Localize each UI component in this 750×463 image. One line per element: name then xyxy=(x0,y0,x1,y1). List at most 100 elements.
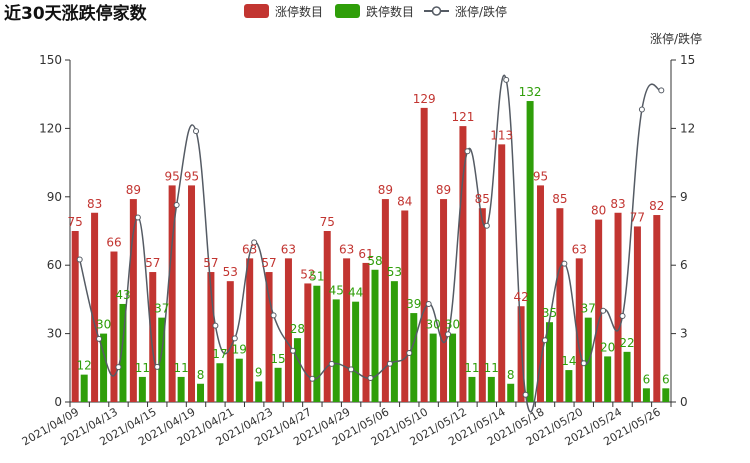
ratio-point xyxy=(638,106,645,113)
bar-limit-down xyxy=(526,101,534,402)
bar-limit-up xyxy=(284,258,292,402)
bar-label-limit-up: 63 xyxy=(242,242,257,256)
chart-title: 近30天涨跌停家数 xyxy=(4,3,148,24)
legend-item-ratio[interactable]: 涨停/跌停 xyxy=(424,4,507,19)
bar-limit-down xyxy=(642,388,650,402)
bar-label-limit-down: 30 xyxy=(445,318,460,332)
ratio-point xyxy=(619,313,626,320)
bar-limit-up xyxy=(207,272,215,402)
bar-label-limit-up: 85 xyxy=(475,192,490,206)
ratio-point xyxy=(309,375,316,382)
bar-limit-up xyxy=(362,262,370,402)
bar-label-limit-down: 44 xyxy=(348,286,363,300)
bar-limit-down xyxy=(255,381,263,402)
bar-limit-down xyxy=(274,367,282,402)
bar-label-limit-down: 28 xyxy=(290,322,305,336)
legend-label-limit-down: 跌停数目 xyxy=(366,4,414,19)
bar-limit-up xyxy=(343,258,351,402)
bar-label-limit-up: 85 xyxy=(552,192,567,206)
bar-limit-down xyxy=(410,313,418,402)
bar-label-limit-down: 11 xyxy=(464,361,479,375)
bar-label-limit-up: 75 xyxy=(68,215,83,229)
y-left-tick-label: 120 xyxy=(39,121,62,135)
legend-swatch-limit-up xyxy=(244,4,269,18)
bar-label-limit-up: 113 xyxy=(490,128,513,142)
bars xyxy=(71,101,670,403)
ratio-point xyxy=(193,128,200,135)
bar-label-limit-up: 61 xyxy=(358,247,373,261)
bar-label-limit-down: 20 xyxy=(600,340,615,354)
bar-limit-up xyxy=(478,208,486,402)
bar-label-limit-up: 89 xyxy=(436,183,451,197)
bar-label-limit-down: 39 xyxy=(406,297,421,311)
bar-label-limit-up: 89 xyxy=(378,183,393,197)
ratio-point xyxy=(522,391,529,398)
y-right-tick-label: 0 xyxy=(680,395,688,409)
ratio-point xyxy=(173,202,180,209)
bar-limit-up xyxy=(304,283,312,402)
bar-limit-down xyxy=(449,333,457,402)
ratio-point xyxy=(328,360,335,367)
bar-label-limit-up: 129 xyxy=(413,92,436,106)
ratio-point xyxy=(445,331,452,338)
legend-swatch-ratio-marker xyxy=(431,6,442,16)
ratio-point xyxy=(425,300,432,307)
bar-label-limit-up: 84 xyxy=(397,194,412,208)
bar-labels: 7512833066438911573795119585717531963957… xyxy=(68,85,670,386)
bar-limit-up xyxy=(575,258,583,402)
bar-label-limit-up: 89 xyxy=(126,183,141,197)
legend-label-ratio: 涨停/跌停 xyxy=(455,4,507,19)
bar-limit-down xyxy=(545,322,553,402)
ratio-point xyxy=(406,349,413,356)
bar-label-limit-up: 95 xyxy=(164,169,179,183)
bar-label-limit-down: 11 xyxy=(173,361,188,375)
bar-limit-down xyxy=(429,333,437,402)
bar-label-limit-up: 82 xyxy=(649,199,664,213)
ratio-point xyxy=(289,347,296,354)
legend-item-limit-down[interactable]: 跌停数目 xyxy=(335,4,414,19)
bar-limit-down xyxy=(390,281,398,402)
bar-limit-up xyxy=(110,251,118,402)
bar-limit-down xyxy=(80,374,88,402)
legend-swatch-limit-down xyxy=(335,4,360,18)
y-right-tick-label: 12 xyxy=(680,121,695,135)
legend: 涨停数目 跌停数目 涨停/跌停 xyxy=(244,4,507,19)
bar-limit-up xyxy=(595,219,603,402)
bar-limit-up xyxy=(536,185,544,402)
bar-label-limit-down: 35 xyxy=(542,306,557,320)
bar-limit-up xyxy=(459,126,467,403)
y-left-tick-label: 30 xyxy=(47,327,62,341)
ratio-point xyxy=(464,148,471,155)
bar-label-limit-down: 22 xyxy=(619,336,634,350)
bar-limit-up xyxy=(129,199,137,402)
bar-label-limit-up: 57 xyxy=(203,256,218,270)
ratio-line-layer xyxy=(76,74,665,413)
ratio-point xyxy=(115,364,122,371)
bar-label-limit-up: 121 xyxy=(451,110,474,124)
bar-limit-up xyxy=(633,226,641,402)
bar-limit-down xyxy=(352,301,360,402)
ratio-point xyxy=(134,214,141,221)
bar-limit-down xyxy=(584,317,592,402)
bar-label-limit-up: 66 xyxy=(106,236,121,250)
bar-limit-up xyxy=(226,281,234,402)
bar-limit-up xyxy=(91,212,99,402)
bar-limit-down xyxy=(216,363,224,402)
legend-item-limit-up[interactable]: 涨停数目 xyxy=(244,4,323,19)
bar-limit-down xyxy=(293,338,301,402)
y-right-tick-label: 9 xyxy=(680,190,688,204)
y-right-tick-label: 15 xyxy=(680,53,695,67)
bar-label-limit-down: 15 xyxy=(270,352,285,366)
ratio-point xyxy=(76,256,83,263)
bar-label-limit-up: 95 xyxy=(533,169,548,183)
ratio-point xyxy=(561,260,568,267)
legend-label-limit-up: 涨停数目 xyxy=(275,4,323,19)
bar-label-limit-up: 53 xyxy=(223,265,238,279)
bar-limit-up xyxy=(517,306,525,402)
bar-label-limit-up: 77 xyxy=(630,210,645,224)
bar-limit-down xyxy=(604,356,612,402)
bar-label-limit-down: 8 xyxy=(197,368,205,382)
y-right-tick-label: 3 xyxy=(680,327,688,341)
bar-limit-down xyxy=(177,376,185,402)
